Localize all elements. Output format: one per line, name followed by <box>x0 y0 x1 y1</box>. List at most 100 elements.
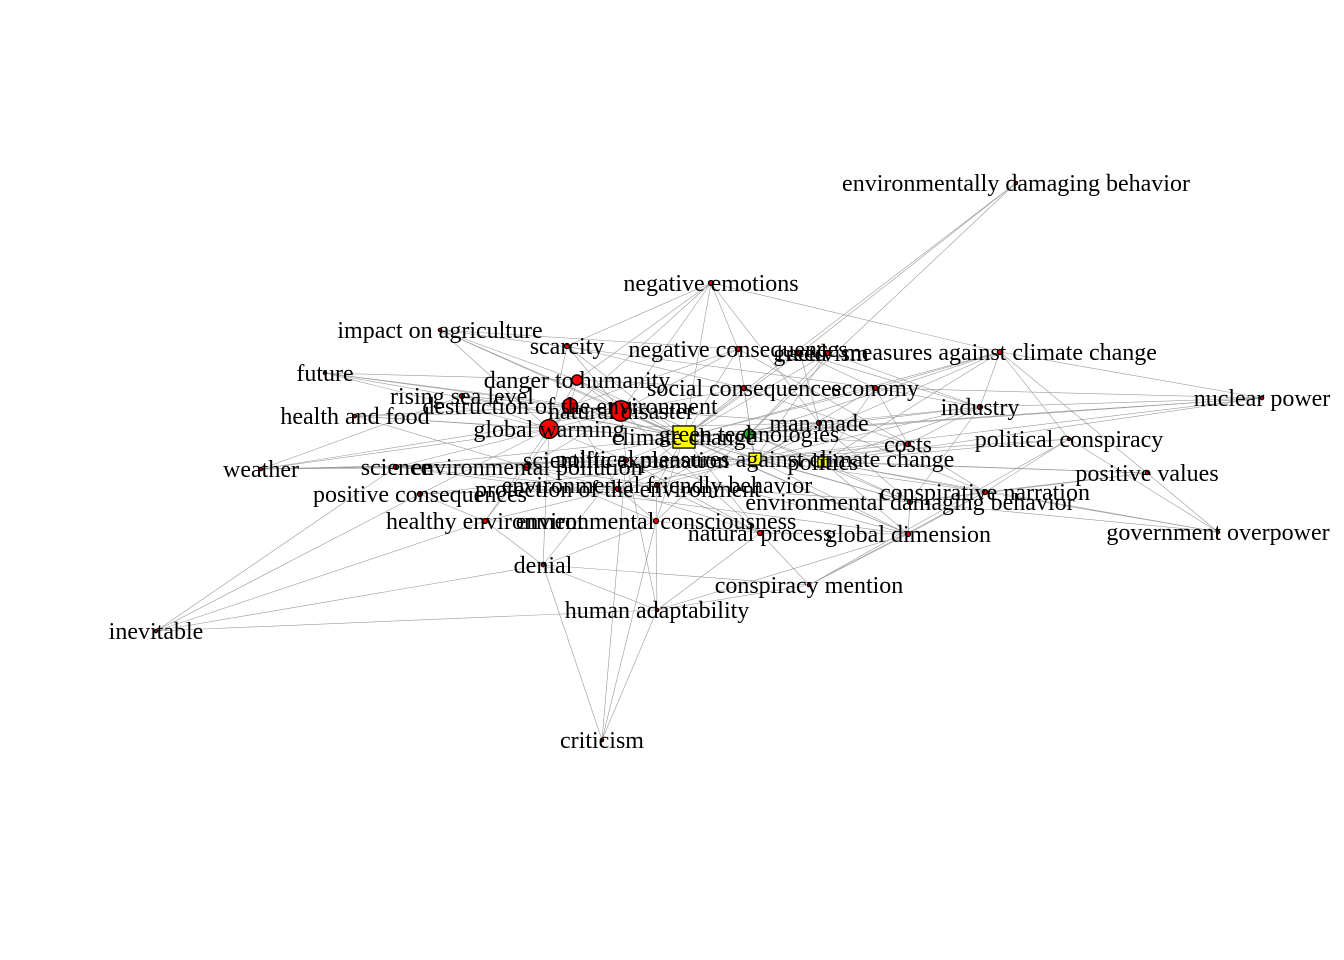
node-negative-emotions[interactable] <box>707 279 715 287</box>
node-danger-to-humanity[interactable] <box>571 374 583 386</box>
edge-n22-n38 <box>655 433 750 522</box>
node-impact-on-agriculture[interactable] <box>437 327 443 333</box>
node-label-environmental-consciousness: environmental consciousness <box>516 509 797 535</box>
node-activism[interactable] <box>824 349 832 357</box>
edge-n29-n33 <box>617 458 756 490</box>
edge-n14-n22 <box>748 397 1263 435</box>
edge-n35-n41 <box>984 491 1219 533</box>
edge-n21-n26 <box>395 436 685 468</box>
label-layer: environmentally damaging behavior negativ… <box>109 171 1331 754</box>
edge-n5-n21 <box>683 348 739 438</box>
edge-n16-n25 <box>260 410 622 470</box>
node-healthy-environment[interactable] <box>481 517 489 525</box>
node-label-environmental-pollution: environmental pollution <box>411 455 642 481</box>
node-label-political-measures-against-climate-change: political measures against climate chang… <box>556 447 955 473</box>
edge-n8-n21 <box>683 351 1001 438</box>
node-health-and-food[interactable] <box>352 413 358 419</box>
node-politics[interactable] <box>817 456 829 468</box>
edge-n38-n42 <box>542 520 657 566</box>
edge-n36-n40 <box>907 501 911 535</box>
edge-n7-n21 <box>683 352 801 438</box>
node-political-measures-against-climate-change[interactable] <box>748 452 762 466</box>
node-environmental-pollution[interactable] <box>522 462 532 472</box>
node-label-weather: weather <box>223 457 299 483</box>
node-conspirative-narration[interactable] <box>981 488 989 496</box>
edge-n22-n30 <box>748 433 824 463</box>
node-man-made[interactable] <box>815 419 823 427</box>
node-green-technologies[interactable] <box>743 428 755 440</box>
edge-n29-n35 <box>754 458 986 493</box>
edge-n13-n18 <box>874 387 981 408</box>
edge-n24-n29 <box>754 438 1070 460</box>
node-conspiracy-mention[interactable] <box>806 582 812 588</box>
node-label-climate-change: climate change <box>612 425 757 451</box>
edge-n28-n29 <box>625 458 756 461</box>
node-natural-process[interactable] <box>756 529 764 537</box>
edge-n20-n25 <box>260 428 550 470</box>
node-label-scientific-explanation: scientific explanation <box>523 448 729 474</box>
edge-n35-n36 <box>909 491 986 503</box>
edge-n19-n35 <box>818 422 986 493</box>
node-climate-change[interactable] <box>672 425 696 449</box>
edge-n8-n29 <box>754 351 1001 460</box>
edge-n39-n44 <box>656 532 761 611</box>
node-positive-values[interactable] <box>1144 470 1150 476</box>
node-measures-against-climate-change[interactable] <box>996 348 1004 356</box>
edge-n12-n23 <box>743 387 909 445</box>
node-protection-of-the-environment[interactable] <box>614 485 622 493</box>
node-environmental-consciousness[interactable] <box>652 517 660 525</box>
edge-n19-n29 <box>754 422 820 460</box>
edge-n31-n36 <box>909 472 1148 503</box>
node-future[interactable] <box>322 370 328 376</box>
node-natural-disaster[interactable] <box>610 400 632 422</box>
node-rising-sea-level[interactable] <box>458 392 466 400</box>
node-inevitable[interactable] <box>153 628 159 634</box>
node-environmental-damaging-behavior[interactable] <box>906 498 914 506</box>
node-scarcity[interactable] <box>563 342 571 350</box>
edge-n20-n28 <box>548 428 627 461</box>
node-scientific-explanation[interactable] <box>622 456 630 464</box>
node-environmentally-damaging-behavior[interactable] <box>1013 180 1019 186</box>
node-environmental-friendly-behavior[interactable] <box>653 481 661 489</box>
edge-n18-n36 <box>909 406 981 503</box>
edge-n18-n22 <box>748 406 981 435</box>
node-human-adaptability[interactable] <box>654 607 660 613</box>
edge-n29-n36 <box>754 458 911 503</box>
edge-n22-n36 <box>748 433 911 503</box>
node-industry[interactable] <box>976 403 984 411</box>
node-destruction-of-the-environment[interactable] <box>561 397 579 415</box>
node-label-protection-of-the-environment: protection of the environment <box>475 477 761 503</box>
edge-n14-n18 <box>979 397 1263 408</box>
node-negative-consequences[interactable] <box>734 345 742 353</box>
edge-n46-n28 <box>601 459 627 741</box>
node-economy[interactable] <box>871 384 879 392</box>
edge-n1-n22 <box>748 182 1017 435</box>
edge-n28-n44 <box>625 459 658 611</box>
edge-n8-n22 <box>748 351 1001 435</box>
node-denial[interactable] <box>540 562 546 568</box>
edge-n26-n28 <box>395 459 627 468</box>
node-greed[interactable] <box>796 349 804 357</box>
node-label-inevitable: inevitable <box>109 619 204 645</box>
edge-n1-n7 <box>799 182 1017 354</box>
node-social-consequences[interactable] <box>740 384 748 392</box>
edge-n6-n18 <box>827 352 981 408</box>
node-positive-consequences[interactable] <box>416 490 424 498</box>
node-label-natural-process: natural process <box>688 521 833 547</box>
node-label-measures-against-climate-change: measures against climate change <box>843 340 1157 366</box>
node-global-warming[interactable] <box>539 418 560 439</box>
node-criticism[interactable] <box>599 737 605 743</box>
edge-n44-n43 <box>656 584 810 611</box>
node-political-conspiracy[interactable] <box>1066 436 1072 442</box>
node-government-overpower[interactable] <box>1215 529 1221 535</box>
node-nuclear-power[interactable] <box>1259 395 1265 401</box>
node-label-destruction-of-the-environment: destruction of the environment <box>422 394 718 420</box>
edge-n17-n27 <box>354 415 528 468</box>
node-weather[interactable] <box>258 466 264 472</box>
node-global-dimension[interactable] <box>904 530 912 538</box>
node-science[interactable] <box>392 463 400 471</box>
node-label-government-overpower: government overpower <box>1106 520 1329 546</box>
node-costs[interactable] <box>904 440 912 448</box>
edge-n16-n20 <box>548 410 622 430</box>
